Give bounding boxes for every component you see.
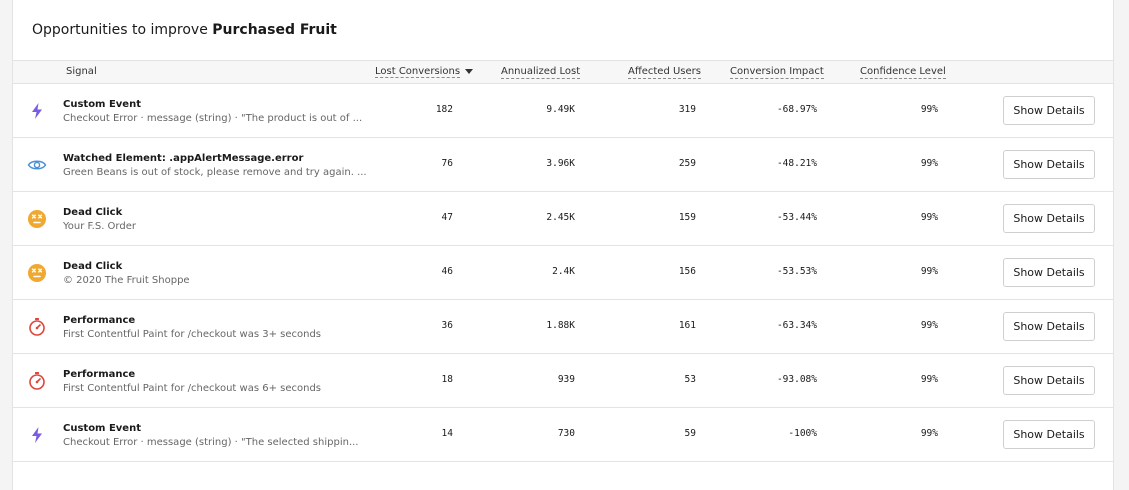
dead-face-icon <box>27 263 47 283</box>
lost-conversions-value: 14 <box>441 428 453 439</box>
signal-name: Custom Event <box>63 99 141 110</box>
show-details-button[interactable]: Show Details <box>1003 366 1095 395</box>
show-details-button[interactable]: Show Details <box>1003 420 1095 449</box>
show-details-button[interactable]: Show Details <box>1003 96 1095 125</box>
conversion-impact-value: -53.44% <box>776 212 817 223</box>
lost-conversions-value: 182 <box>435 104 453 115</box>
table-row: Custom Event Checkout Error · message (s… <box>13 408 1113 462</box>
affected-users-value: 161 <box>678 320 696 331</box>
lost-conversions-value: 46 <box>441 266 453 277</box>
table-row: Dead Click © 2020 The Fruit Shoppe 46 2.… <box>13 246 1113 300</box>
confidence-level-value: 99% <box>920 104 938 115</box>
signal-name: Dead Click <box>63 261 123 272</box>
affected-users-value: 59 <box>684 428 696 439</box>
lightning-bolt-icon <box>27 425 47 445</box>
panel-title: Opportunities to improve Purchased Fruit <box>32 22 337 38</box>
signal-name: Watched Element: .appAlertMessage.error <box>63 153 304 164</box>
confidence-level-value: 99% <box>920 158 938 169</box>
show-details-button[interactable]: Show Details <box>1003 204 1095 233</box>
table-row: Watched Element: .appAlertMessage.error … <box>13 138 1113 192</box>
affected-users-value: 259 <box>678 158 696 169</box>
signal-name: Dead Click <box>63 207 123 218</box>
conversion-impact-value: -53.53% <box>776 266 817 277</box>
signal-description: First Contentful Paint for /checkout was… <box>63 383 321 394</box>
annualized-lost-value: 2.4K <box>552 266 575 277</box>
signal-description: Your F.S. Order <box>63 221 136 232</box>
eye-icon <box>27 155 47 175</box>
stopwatch-icon <box>27 317 47 337</box>
show-details-button[interactable]: Show Details <box>1003 258 1095 287</box>
signal-name: Performance <box>63 315 136 326</box>
annualized-lost-value: 2.45K <box>546 212 575 223</box>
conversion-impact-value: -93.08% <box>776 374 817 385</box>
signal-description: Checkout Error · message (string) · "The… <box>63 437 359 448</box>
annualized-lost-value: 730 <box>557 428 575 439</box>
affected-users-value: 319 <box>678 104 696 115</box>
signal-description: First Contentful Paint for /checkout was… <box>63 329 321 340</box>
dead-face-icon <box>27 209 47 229</box>
signal-description: Green Beans is out of stock, please remo… <box>63 167 367 178</box>
affected-users-value: 53 <box>684 374 696 385</box>
confidence-level-value: 99% <box>920 266 938 277</box>
lost-conversions-value: 36 <box>441 320 453 331</box>
lost-conversions-value: 47 <box>441 212 453 223</box>
conversion-impact-value: -68.97% <box>776 104 817 115</box>
conversion-impact-value: -100% <box>788 428 817 439</box>
table-row: Dead Click Your F.S. Order 47 2.45K 159 … <box>13 192 1113 246</box>
column-header-confidence-level[interactable]: Confidence Level <box>860 66 946 79</box>
annualized-lost-value: 939 <box>557 374 575 385</box>
confidence-level-value: 99% <box>920 212 938 223</box>
sort-descending-icon <box>465 68 474 74</box>
annualized-lost-value: 3.96K <box>546 158 575 169</box>
lost-conversions-value: 76 <box>441 158 453 169</box>
conversion-impact-value: -63.34% <box>776 320 817 331</box>
show-details-button[interactable]: Show Details <box>1003 150 1095 179</box>
lightning-bolt-icon <box>27 101 47 121</box>
signal-name: Performance <box>63 369 136 380</box>
show-details-button[interactable]: Show Details <box>1003 312 1095 341</box>
annualized-lost-value: 9.49K <box>546 104 575 115</box>
lost-conversions-value: 18 <box>441 374 453 385</box>
title-prefix: Opportunities to improve <box>32 22 208 38</box>
opportunities-panel: Opportunities to improve Purchased Fruit… <box>12 0 1114 490</box>
column-header-conversion-impact[interactable]: Conversion Impact <box>730 66 824 79</box>
title-subject: Purchased Fruit <box>212 22 337 38</box>
table-row: Performance First Contentful Paint for /… <box>13 354 1113 408</box>
table-row: Custom Event Checkout Error · message (s… <box>13 84 1113 138</box>
annualized-lost-value: 1.88K <box>546 320 575 331</box>
affected-users-value: 156 <box>678 266 696 277</box>
column-header-lost-conversions-label: Lost Conversions <box>375 66 461 78</box>
conversion-impact-value: -48.21% <box>776 158 817 169</box>
column-header-signal: Signal <box>66 66 97 77</box>
confidence-level-value: 99% <box>920 428 938 439</box>
signal-description: Checkout Error · message (string) · "The… <box>63 113 363 124</box>
signal-description: © 2020 The Fruit Shoppe <box>63 275 190 286</box>
stopwatch-icon <box>27 371 47 391</box>
column-header-lost-conversions[interactable]: Lost Conversions <box>375 66 474 78</box>
column-header-affected-users[interactable]: Affected Users <box>628 66 701 79</box>
table-header: Signal Lost Conversions Annualized Lost … <box>13 60 1113 84</box>
signal-name: Custom Event <box>63 423 141 434</box>
confidence-level-value: 99% <box>920 320 938 331</box>
column-header-annualized-lost[interactable]: Annualized Lost <box>501 66 581 79</box>
confidence-level-value: 99% <box>920 374 938 385</box>
affected-users-value: 159 <box>678 212 696 223</box>
table-row: Performance First Contentful Paint for /… <box>13 300 1113 354</box>
